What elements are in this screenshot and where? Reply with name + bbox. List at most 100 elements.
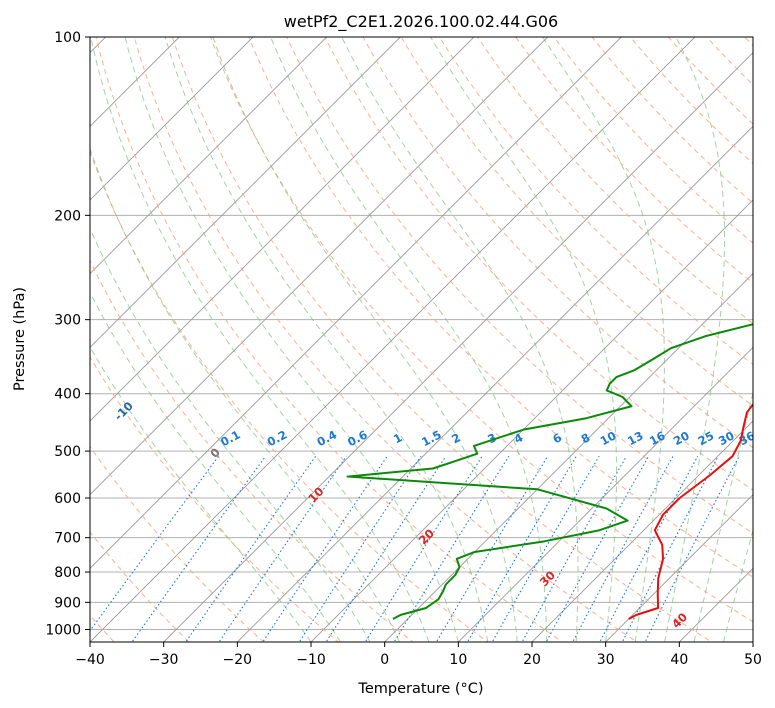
x-tick-label-9: 50: [744, 652, 762, 668]
moist-adiabat-line: [430, 37, 618, 642]
isotherm-line: [163, 52, 753, 642]
isotherm-line: [531, 420, 753, 642]
x-tick-label-3: −10: [296, 652, 326, 668]
moist-adiabat-line: [270, 37, 548, 642]
isotherm-line: [0, 10, 59, 655]
dry-adiabat-line: [629, 37, 753, 165]
isotherm-line: [605, 494, 753, 642]
mixing-ratio-label-3: 0.6: [345, 427, 370, 449]
y-tick-label-6: 700: [54, 531, 81, 547]
moist-adiabat-line: [542, 37, 665, 642]
mixing-ratio-label-0: 0.1: [218, 427, 243, 449]
dry-adiabat-label-9: -10: [111, 399, 136, 424]
y-axis-label: Pressure (hPa): [12, 287, 28, 391]
mixing-ratio-label-2: 0.4: [314, 427, 339, 449]
background-lines: [90, 17, 775, 655]
dry-adiabat-line: [763, 17, 775, 655]
dry-adiabat-line: [133, 37, 638, 642]
moist-adiabat-line: [664, 37, 726, 642]
isotherm-line: [384, 273, 753, 642]
dry-adiabat-line: [90, 259, 414, 642]
isotherm-line: [236, 125, 753, 642]
dry-adiabat-line: [553, 37, 753, 244]
isotherm-line: [90, 37, 254, 201]
moist-adiabat-line: [124, 37, 459, 642]
axis-ticks: −40 −30 −20 −10 0 10 20 30 40 5010020030040050060…: [45, 30, 762, 668]
mixing-ratio-line-1: [131, 455, 267, 642]
x-tick-label-4: 0: [380, 652, 389, 668]
moist-adiabat-line: [90, 345, 312, 642]
x-tick-label-6: 20: [523, 652, 541, 668]
dry-adiabat-line: [286, 37, 753, 534]
dry-adiabat-line: [705, 37, 753, 86]
mixing-ratio-line-3: [218, 455, 347, 642]
dewpoint-profile-line: [346, 323, 753, 620]
mixing-ratio-line-5: [298, 455, 422, 642]
isotherm-line: [90, 37, 401, 348]
x-tick-label-8: 40: [670, 652, 688, 668]
isotherm-line: [90, 37, 180, 127]
mixing-ratio-line-2: [185, 455, 317, 642]
mixing-ratio-label-17: 36: [737, 428, 758, 448]
mixing-ratio-line-4: [262, 455, 388, 642]
dry-adiabat-line: [171, 37, 713, 642]
mixing-ratio-label-16: 30: [716, 428, 737, 448]
dry-adiabat-label-8: -20: [29, 357, 54, 382]
dry-adiabat-line: [95, 37, 564, 642]
dry-adiabat-line: [90, 356, 339, 642]
dry-adiabat-label-10: 0: [207, 445, 223, 461]
mixing-ratio-label-10: 8: [579, 430, 593, 446]
dry-adiabat-line: [90, 445, 265, 642]
line-labels: 0.10.20.40.611.52346810131620253036-100-…: [29, 357, 758, 631]
mixing-ratio-label-9: 6: [550, 430, 564, 446]
moist-adiabat-line: [90, 37, 430, 642]
isotherm-line: [90, 37, 549, 496]
y-tick-label-4: 500: [54, 444, 81, 460]
isotherm-line: [90, 37, 622, 569]
moist-adiabat-line: [341, 37, 579, 642]
y-tick-label-5: 600: [54, 491, 81, 507]
mixing-ratio-line-11: [491, 455, 600, 642]
moist-adiabat-line: [164, 37, 489, 642]
dry-adiabat-line: [362, 37, 753, 449]
moist-adiabat-line: [723, 528, 753, 642]
chart-title: wetPf2_C2E1.2026.100.02.44.G06: [284, 12, 558, 32]
x-tick-label-5: 10: [449, 652, 467, 668]
x-axis-label: Temperature (°C): [357, 681, 483, 697]
mixing-ratio-line-17: [644, 455, 740, 642]
mixing-ratio-label-5: 1.5: [419, 427, 444, 449]
mixing-ratio-line-0: [90, 455, 220, 632]
y-tick-label-3: 400: [54, 387, 81, 403]
mixing-ratio-label-14: 20: [671, 428, 692, 448]
mixing-ratio-label-13: 16: [647, 428, 668, 448]
moist-adiabat-line: [90, 291, 341, 642]
dry-adiabat-label-13: 30: [537, 568, 558, 589]
y-tick-label-8: 900: [54, 595, 81, 611]
dry-adiabat-line: [209, 37, 753, 623]
dry-adiabat-line: [744, 37, 753, 47]
isotherm-line: [90, 37, 328, 275]
x-tick-label-7: 30: [597, 652, 615, 668]
mixing-ratio-label-12: 13: [625, 428, 646, 448]
y-tick-label-2: 300: [54, 313, 81, 329]
isotherm-line: [310, 199, 753, 642]
mixing-ratio-label-11: 10: [598, 428, 619, 448]
mixing-ratio-line-15: [599, 455, 699, 642]
moist-adiabat-line: [90, 227, 371, 642]
mixing-ratio-line-10: [466, 455, 577, 642]
isotherm-line: [457, 346, 753, 642]
plot-frame: [89, 36, 754, 643]
dry-adiabat-line: [438, 37, 753, 366]
y-tick-label-1: 200: [54, 208, 81, 224]
mixing-ratio-line-6: [325, 455, 447, 642]
isotherm-line: [90, 37, 475, 422]
isotherm-line: [752, 641, 753, 642]
dry-adiabat-line: [515, 37, 753, 284]
dry-adiabat-label-14: 40: [669, 610, 690, 631]
dry-adiabat-line: [400, 37, 753, 407]
x-tick-label-0: −40: [75, 652, 105, 668]
gridlines: [0, 10, 753, 655]
dry-adiabat-line: [90, 531, 190, 642]
dry-adiabat-label-12: 20: [416, 526, 437, 547]
